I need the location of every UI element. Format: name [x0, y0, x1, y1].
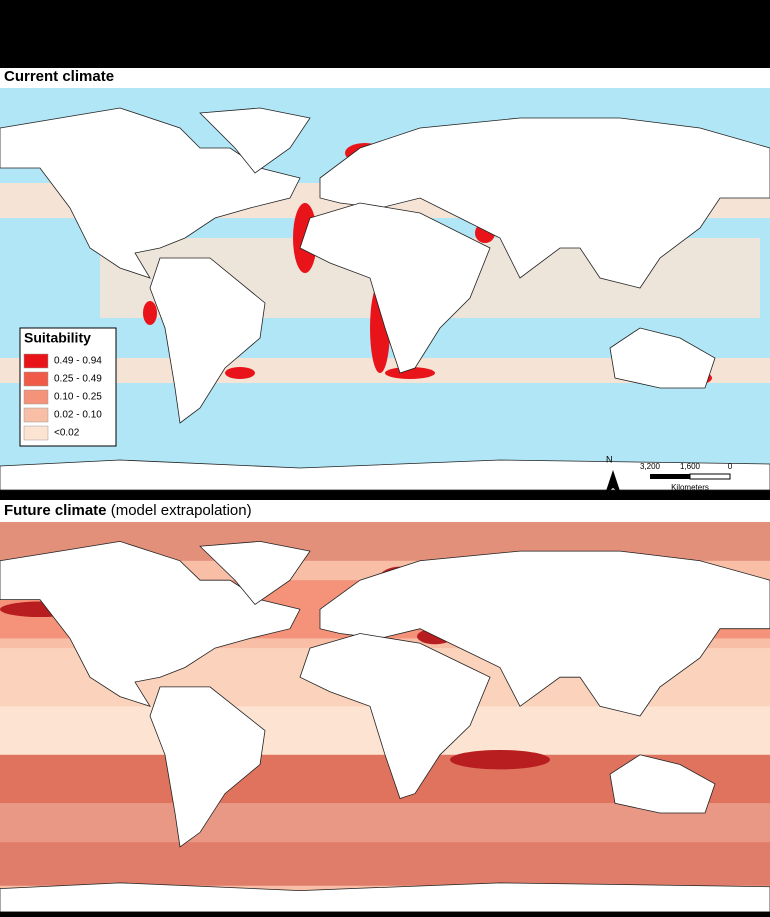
- legend-label: 0.25 - 0.49: [54, 374, 102, 385]
- scale-label: 1,600: [680, 462, 701, 471]
- title-band: [0, 68, 770, 88]
- north-label: N: [606, 454, 613, 464]
- legend-label: <0.02: [54, 428, 80, 439]
- north-arrow: [605, 470, 621, 494]
- title-band: [0, 500, 770, 522]
- scale-bar: [650, 474, 690, 479]
- text: Future climate: [4, 502, 107, 519]
- legend-label: 0.49 - 0.94: [54, 356, 102, 367]
- legend-swatch: [23, 389, 49, 405]
- scale-label: 3,200: [640, 462, 661, 471]
- scale-bar: [689, 473, 731, 480]
- legend-label: 0.10 - 0.25: [54, 392, 102, 403]
- scale-unit: Kilometers: [671, 483, 709, 492]
- map-future: [0, 522, 770, 913]
- panel-title: Future climate (model extrapolation): [4, 502, 252, 519]
- scale-label: 0: [728, 462, 733, 471]
- legend-title: Suitability: [24, 330, 91, 346]
- legend-label: 0.02 - 0.10: [54, 410, 102, 421]
- legend-swatch: [23, 425, 49, 441]
- legend-swatch: [23, 353, 49, 369]
- map-current: [0, 88, 770, 491]
- legend-swatch: [23, 371, 49, 387]
- panel-title: Current climate: [4, 68, 114, 85]
- legend-swatch: [23, 407, 49, 423]
- text: (model extrapolation): [111, 502, 252, 519]
